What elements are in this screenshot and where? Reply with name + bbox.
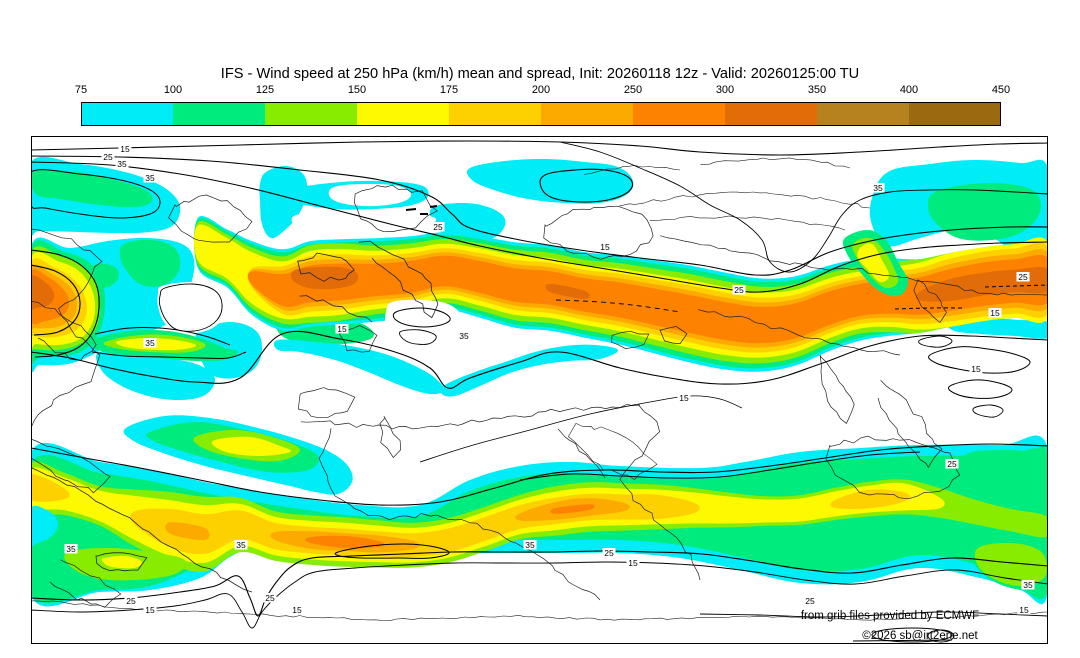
svg-text:15: 15 [120, 144, 130, 154]
svg-text:15: 15 [971, 364, 981, 374]
svg-text:25: 25 [265, 593, 275, 603]
svg-text:15: 15 [990, 308, 1000, 318]
svg-text:35: 35 [145, 173, 155, 183]
svg-text:25: 25 [947, 459, 957, 469]
svg-text:15: 15 [628, 558, 638, 568]
svg-text:25: 25 [604, 548, 614, 558]
svg-text:25: 25 [805, 596, 815, 606]
svg-text:35: 35 [117, 159, 127, 169]
svg-text:35: 35 [145, 338, 155, 348]
svg-text:35: 35 [236, 540, 246, 550]
svg-text:15: 15 [679, 393, 689, 403]
svg-text:35: 35 [873, 183, 883, 193]
svg-text:25: 25 [1018, 272, 1028, 282]
svg-text:25: 25 [433, 222, 443, 232]
svg-text:15: 15 [145, 605, 155, 615]
svg-text:15: 15 [1019, 605, 1029, 615]
svg-text:35: 35 [525, 540, 535, 550]
svg-text:15: 15 [600, 242, 610, 252]
svg-text:15: 15 [337, 324, 347, 334]
svg-text:25: 25 [103, 152, 113, 162]
svg-text:15: 15 [292, 605, 302, 615]
svg-text:25: 25 [734, 285, 744, 295]
svg-text:35: 35 [1023, 580, 1033, 590]
svg-text:35: 35 [459, 331, 469, 341]
svg-text:25: 25 [126, 596, 136, 606]
svg-text:35: 35 [66, 544, 76, 554]
